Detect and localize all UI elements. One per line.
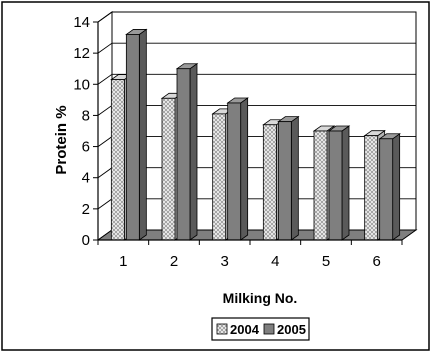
bar-front — [227, 102, 242, 241]
gridline — [97, 73, 416, 85]
y-tick-label: 14 — [73, 14, 90, 31]
bar-2005-6 — [378, 133, 401, 241]
legend: 2004 2005 — [211, 317, 310, 341]
bar-2005-3 — [226, 97, 249, 241]
bar-front — [262, 124, 277, 241]
y-tick-label: 10 — [73, 76, 90, 93]
y-axis: 0 2 4 6 8 10 12 14 — [73, 14, 99, 249]
bar-side — [138, 28, 147, 241]
bars — [110, 28, 401, 241]
legend-swatch-2004 — [216, 323, 228, 335]
bar-side — [240, 97, 249, 241]
bar-front — [161, 97, 176, 241]
bar-side — [392, 133, 401, 241]
y-tick-label: 0 — [82, 232, 90, 249]
bar-2005-2 — [175, 62, 199, 241]
x-tick-label: 3 — [220, 253, 228, 270]
side-wall — [97, 11, 113, 241]
x-axis-title: Milking No. — [223, 290, 298, 306]
x-tick-label: 2 — [170, 253, 178, 270]
bar-front — [125, 34, 140, 241]
bar-side — [290, 115, 299, 241]
y-tick-label: 2 — [82, 201, 90, 218]
bar-front — [277, 121, 292, 241]
bar-front — [379, 138, 394, 241]
bar-front — [212, 113, 227, 241]
bar-2005-5 — [327, 125, 351, 241]
x-tick-label: 4 — [271, 253, 279, 270]
gridline — [97, 42, 416, 54]
legend-swatch-2005 — [263, 323, 275, 335]
legend-label-2005: 2005 — [277, 322, 306, 337]
y-axis-title: Protein % — [53, 105, 70, 174]
y-tick-label: 4 — [82, 170, 90, 187]
x-tick-label: 5 — [322, 253, 330, 270]
legend-label-2004: 2004 — [230, 322, 260, 337]
y-tick-label: 12 — [73, 45, 90, 62]
bar-side — [341, 125, 350, 241]
y-tick-label: 8 — [82, 107, 90, 124]
bar-front — [313, 130, 328, 241]
bar-front — [328, 130, 343, 241]
bar-side — [189, 62, 198, 241]
gridline — [97, 11, 416, 23]
bar-2005-1 — [125, 28, 148, 241]
bar-front — [176, 68, 191, 241]
bar-front — [364, 135, 379, 241]
bar-front — [110, 79, 125, 241]
bar-2005-4 — [277, 115, 300, 241]
x-tick-label: 1 — [119, 253, 127, 270]
x-axis: 1 2 3 4 5 6 — [97, 239, 403, 270]
legend-box — [211, 317, 310, 341]
y-tick-label: 6 — [82, 139, 90, 156]
x-tick-label: 6 — [372, 253, 380, 270]
